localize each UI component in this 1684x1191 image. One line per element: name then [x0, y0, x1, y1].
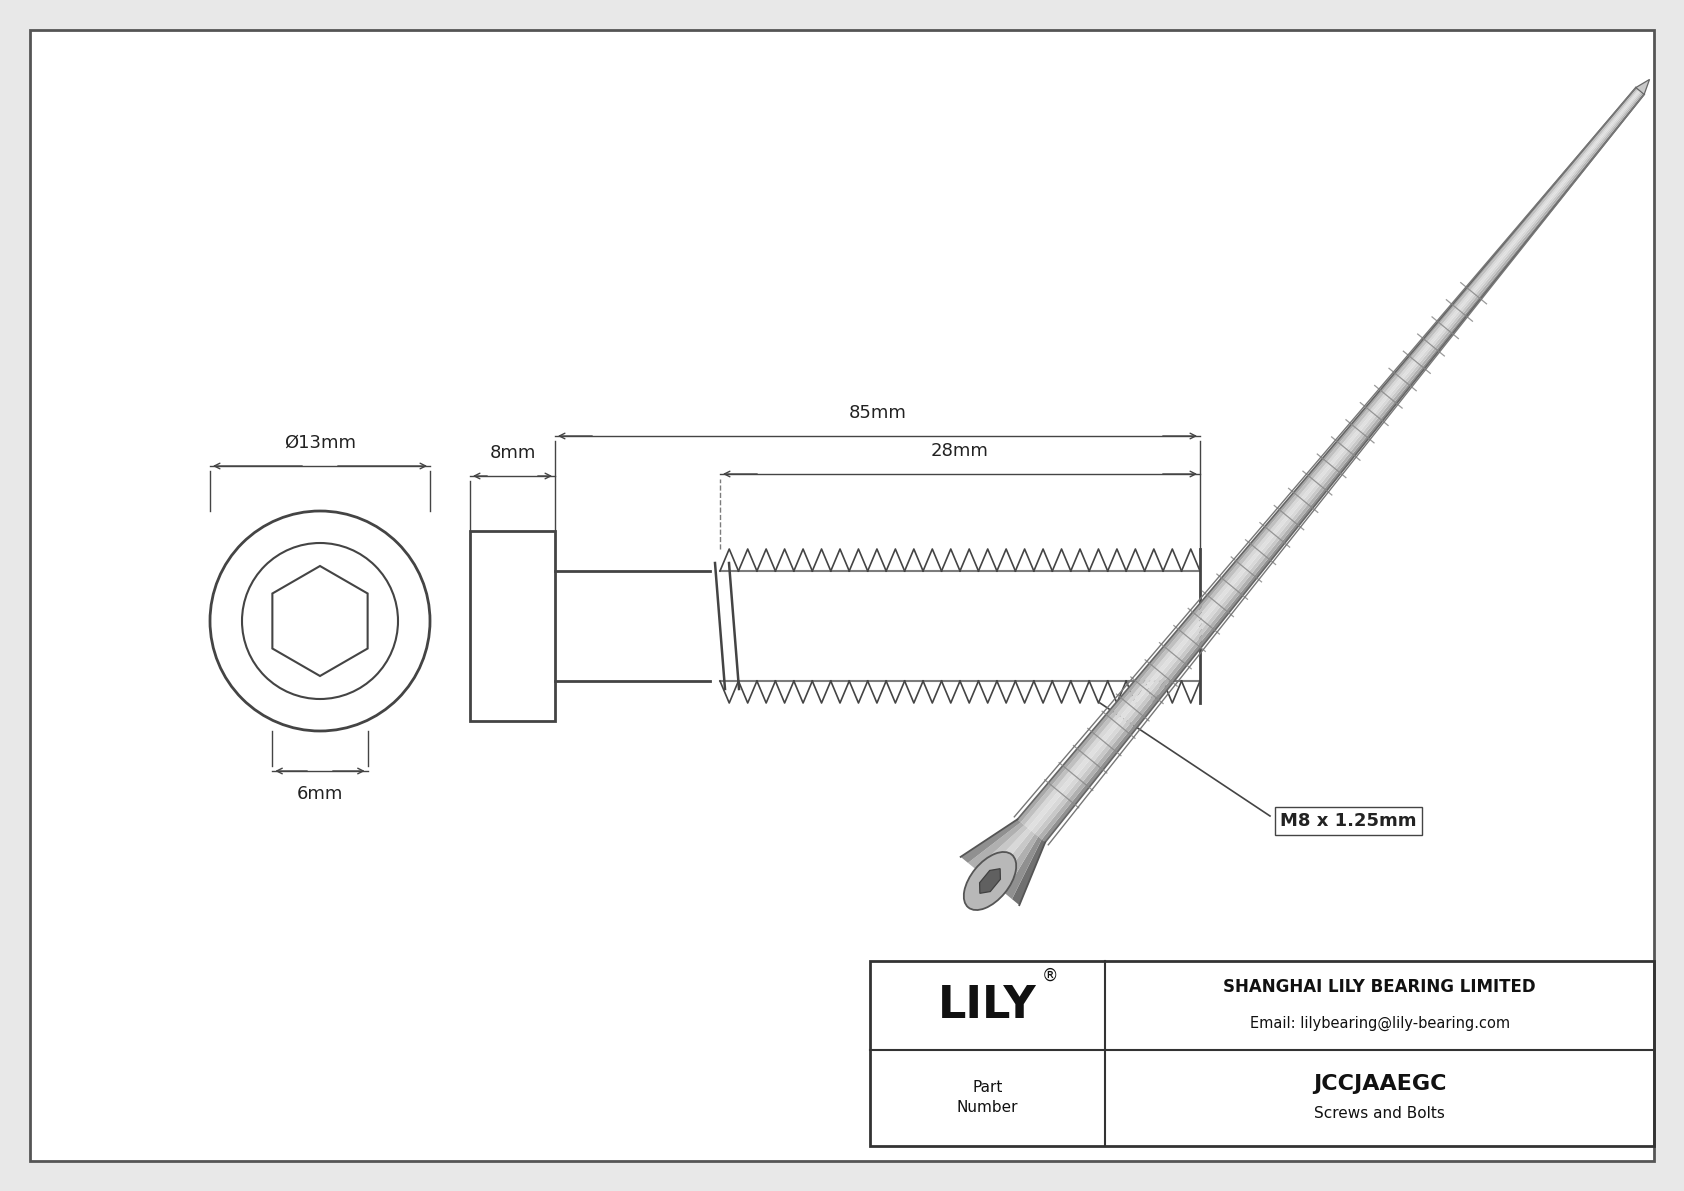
Polygon shape — [960, 819, 1021, 863]
Text: JCCJAAEGC: JCCJAAEGC — [1314, 1074, 1447, 1093]
Text: ®: ® — [1041, 966, 1058, 985]
Text: 6mm: 6mm — [296, 785, 344, 803]
Polygon shape — [975, 825, 1027, 875]
Text: Part: Part — [972, 1080, 1002, 1096]
Bar — [470, 531, 556, 721]
Text: LILY: LILY — [938, 984, 1037, 1027]
Polygon shape — [1635, 80, 1650, 94]
Polygon shape — [1042, 94, 1644, 842]
Bar — [871, 961, 1654, 1146]
Text: Screws and Bolts: Screws and Bolts — [1314, 1106, 1445, 1122]
Text: 8mm: 8mm — [490, 444, 536, 462]
Polygon shape — [1021, 88, 1639, 825]
Text: Email: lilybearing@lily-bearing.com: Email: lilybearing@lily-bearing.com — [1250, 1016, 1509, 1031]
Text: 85mm: 85mm — [849, 404, 906, 422]
Polygon shape — [968, 822, 1024, 869]
Polygon shape — [1017, 88, 1637, 822]
Polygon shape — [983, 828, 1031, 881]
Text: 28mm: 28mm — [931, 442, 989, 460]
Text: SHANGHAI LILY BEARING LIMITED: SHANGHAI LILY BEARING LIMITED — [1223, 978, 1536, 997]
Polygon shape — [1027, 91, 1640, 831]
Polygon shape — [990, 831, 1034, 887]
Text: Number: Number — [957, 1100, 1019, 1116]
Ellipse shape — [963, 852, 1015, 910]
Text: M8 x 1.25mm: M8 x 1.25mm — [1280, 812, 1416, 830]
Polygon shape — [1034, 92, 1642, 836]
Polygon shape — [997, 834, 1039, 893]
Polygon shape — [1012, 840, 1046, 905]
Polygon shape — [1039, 93, 1644, 840]
Polygon shape — [1031, 91, 1640, 834]
Text: Ø13mm: Ø13mm — [285, 434, 355, 453]
Polygon shape — [980, 868, 1000, 893]
Polygon shape — [1024, 89, 1639, 828]
Polygon shape — [1005, 836, 1042, 899]
